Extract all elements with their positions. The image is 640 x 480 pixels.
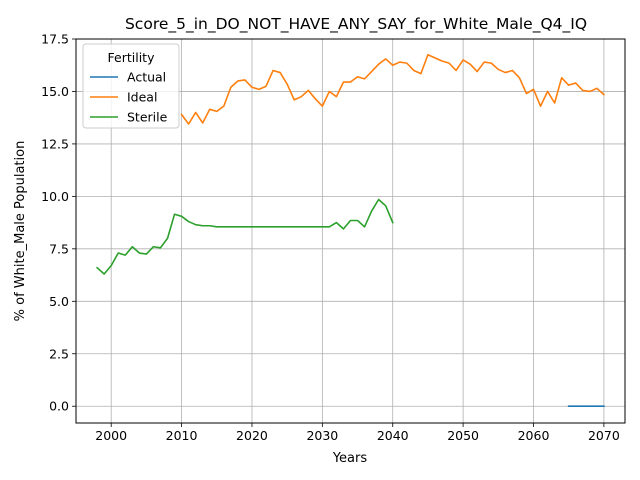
- legend-label-sterile: Sterile: [127, 110, 168, 125]
- x-axis-label: Years: [332, 451, 368, 466]
- legend-label-ideal: Ideal: [127, 90, 157, 105]
- x-tick-label: 2000: [95, 428, 127, 443]
- y-tick-label: 10.0: [41, 189, 69, 204]
- y-tick-label: 2.5: [49, 346, 69, 361]
- x-tick-label: 2030: [306, 428, 338, 443]
- grid: [76, 38, 625, 423]
- legend: Fertility Actual Ideal Sterile: [82, 43, 180, 129]
- y-tick-label: 5.0: [49, 294, 69, 309]
- series-line-sterile: [95, 198, 394, 275]
- legend-entries: Actual Ideal Sterile: [90, 70, 168, 125]
- x-tick-label: 2010: [166, 428, 198, 443]
- x-tick-label: 2050: [447, 428, 479, 443]
- y-tick-label: 7.5: [49, 241, 69, 256]
- chart-title: Score_5_in_DO_NOT_HAVE_ANY_SAY_for_White…: [125, 15, 587, 34]
- legend-title: Fertility: [108, 50, 156, 65]
- y-axis-label: % of White_Male Population: [13, 141, 28, 322]
- x-tick-label: 2020: [236, 428, 268, 443]
- axis-ticks: 2000 2010 2020 2030 2040 2050 2060 2070 0.0 2.5 5.…: [41, 32, 620, 444]
- legend-label-actual: Actual: [127, 70, 166, 85]
- y-tick-label: 17.5: [41, 32, 69, 47]
- x-tick-label: 2070: [588, 428, 620, 443]
- y-tick-label: 12.5: [41, 136, 69, 151]
- series-line-ideal: [180, 53, 606, 125]
- y-tick-label: 15.0: [41, 84, 69, 99]
- legend-box: [82, 43, 180, 129]
- y-tick-label: 0.0: [49, 399, 69, 414]
- plot-frame: [75, 38, 626, 424]
- x-tick-label: 2060: [518, 428, 550, 443]
- x-tick-label: 2040: [377, 428, 409, 443]
- series-lines: [95, 53, 606, 408]
